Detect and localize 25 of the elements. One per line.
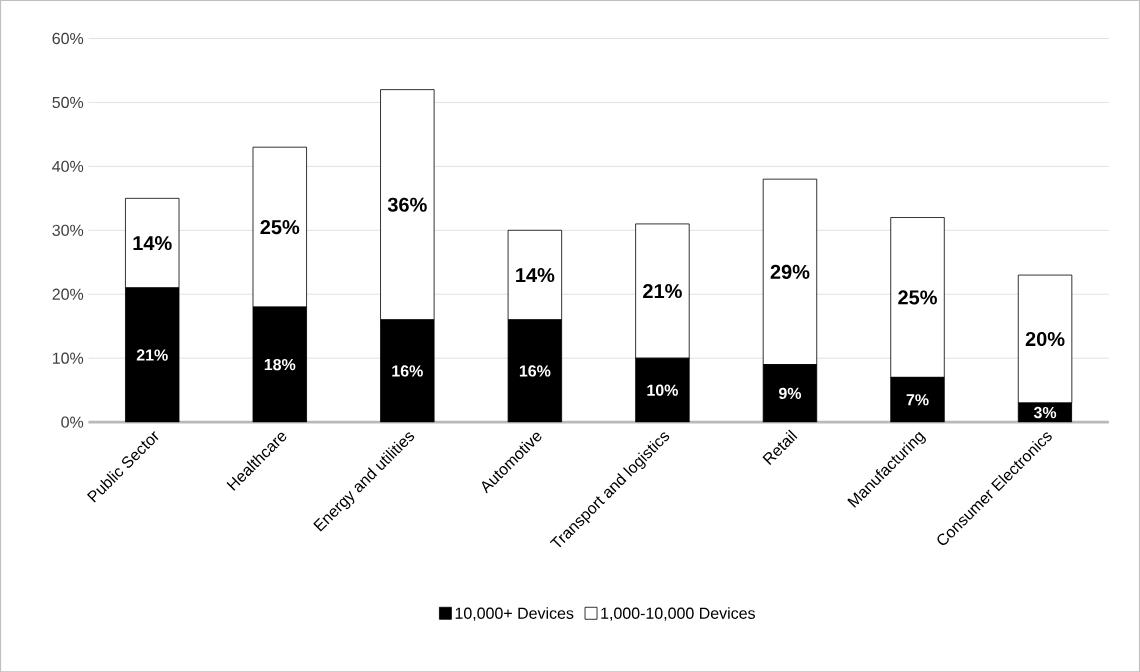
data-label: 25% xyxy=(898,290,937,305)
data-label: 29% xyxy=(770,264,810,279)
data-label: 25% xyxy=(260,219,300,234)
data-label: 16% xyxy=(392,365,423,377)
y-tick-label: 10% xyxy=(52,352,84,364)
data-label: 21% xyxy=(643,283,682,298)
y-tick-label: 20% xyxy=(52,288,84,300)
y-tick-label: 60% xyxy=(52,32,84,44)
data-label: 10% xyxy=(647,384,678,396)
y-tick-label: 30% xyxy=(52,224,84,236)
legend-label: 1,000-10,000 Devices xyxy=(601,606,755,621)
data-label: 9% xyxy=(778,387,802,399)
data-label: 21% xyxy=(136,349,168,361)
data-label: 20% xyxy=(1025,331,1065,346)
data-label: 14% xyxy=(133,235,172,250)
data-label: 3% xyxy=(1033,406,1057,419)
data-label: 7% xyxy=(906,393,929,406)
data-label: 18% xyxy=(264,358,296,371)
y-tick-label: 0% xyxy=(61,416,84,428)
data-label: 16% xyxy=(519,365,551,377)
y-tick-label: 40% xyxy=(52,160,84,172)
legend-label: 10,000+ Devices xyxy=(455,606,574,621)
data-label: 14% xyxy=(516,267,555,282)
y-tick-label: 50% xyxy=(52,96,84,108)
data-label: 36% xyxy=(387,197,427,212)
